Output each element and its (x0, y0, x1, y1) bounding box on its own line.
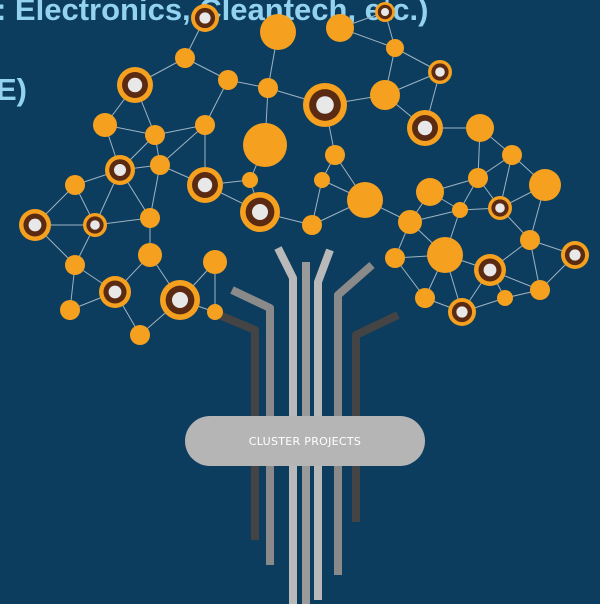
node-icon (114, 164, 126, 176)
node (370, 80, 400, 110)
node (520, 230, 540, 250)
node (258, 78, 278, 98)
node-icon (418, 121, 432, 135)
node (242, 172, 258, 188)
node (93, 113, 117, 137)
node-icon (484, 264, 497, 277)
node-icon (90, 220, 100, 230)
node (529, 169, 561, 201)
node-icon (252, 204, 268, 220)
node-icon (198, 178, 212, 192)
node (347, 182, 383, 218)
node (175, 48, 195, 68)
node (65, 175, 85, 195)
node (65, 255, 85, 275)
node (385, 248, 405, 268)
node (386, 39, 404, 57)
node (325, 145, 345, 165)
node-icon (199, 12, 210, 23)
node-icon (435, 67, 445, 77)
node (203, 250, 227, 274)
page: : Electronics, Cleantech, etc.) E) CLUST… (0, 0, 600, 604)
node-icon (128, 78, 142, 92)
node (502, 145, 522, 165)
node (468, 168, 488, 188)
node (452, 202, 468, 218)
node (260, 14, 296, 50)
node-icon (172, 292, 188, 308)
node-icon (109, 286, 122, 299)
heading-line: E) (0, 72, 27, 107)
node-icon (456, 306, 467, 317)
node (138, 243, 162, 267)
illustration: : Electronics, Cleantech, etc.) E) CLUST… (0, 0, 600, 604)
node-icon (381, 8, 389, 16)
node (416, 178, 444, 206)
node (326, 14, 354, 42)
node-icon (29, 219, 42, 232)
node (207, 304, 223, 320)
node (415, 288, 435, 308)
node (314, 172, 330, 188)
node (466, 114, 494, 142)
node (150, 155, 170, 175)
node (218, 70, 238, 90)
node (497, 290, 513, 306)
node (302, 215, 322, 235)
node (427, 237, 463, 273)
node (130, 325, 150, 345)
node (145, 125, 165, 145)
node (140, 208, 160, 228)
node-icon (569, 249, 580, 260)
node (530, 280, 550, 300)
node-icon (316, 96, 334, 114)
badge-label: CLUSTER PROJECTS (249, 435, 361, 448)
node-icon (495, 203, 505, 213)
node (60, 300, 80, 320)
node (398, 210, 422, 234)
node (195, 115, 215, 135)
node (243, 123, 287, 167)
